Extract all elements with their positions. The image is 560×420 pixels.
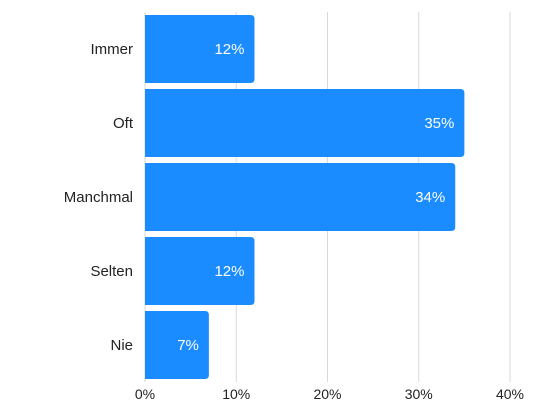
x-tick-label: 30% [405, 386, 433, 402]
category-label: Immer [91, 41, 134, 58]
x-tick-label: 20% [313, 386, 341, 402]
category-label: Oft [113, 115, 134, 132]
bar-selten [145, 237, 255, 305]
data-label: 12% [214, 41, 244, 58]
data-label: 34% [415, 189, 445, 206]
bar-immer [145, 15, 255, 83]
x-tick-label: 10% [222, 386, 250, 402]
bar-nie [145, 311, 209, 379]
data-label: 7% [177, 337, 199, 354]
category-label: Manchmal [64, 189, 133, 206]
category-label: Nie [110, 337, 133, 354]
x-tick-label: 0% [135, 386, 155, 402]
bar-manchmal [145, 163, 456, 231]
bar-oft [145, 89, 465, 157]
category-label: Selten [90, 263, 133, 280]
x-tick-label: 40% [496, 386, 524, 402]
label-layer: 0% 10% 20% 30% 40% Immer 12% Oft 35% Manchmal 34% S… [64, 41, 524, 402]
data-label: 35% [424, 115, 454, 132]
bar-layer [145, 15, 465, 379]
data-label: 12% [214, 263, 244, 280]
